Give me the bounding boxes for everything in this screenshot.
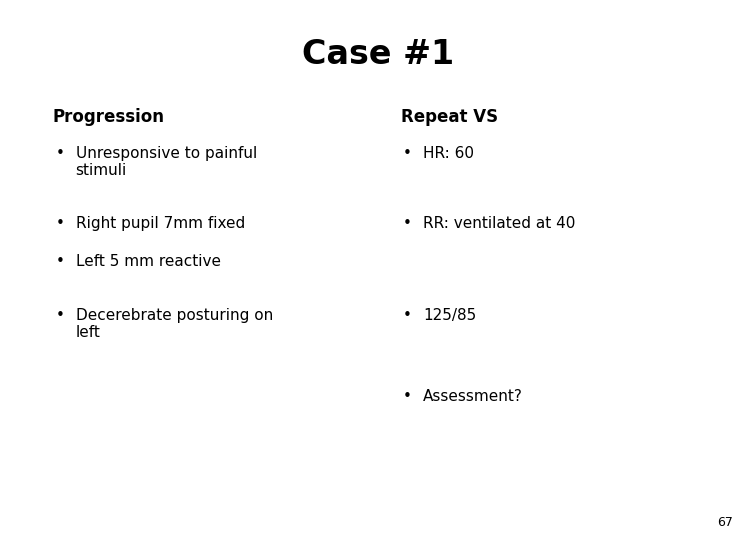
Text: •: •: [55, 254, 64, 269]
Text: Case #1: Case #1: [302, 38, 454, 71]
Text: •: •: [55, 146, 64, 161]
Text: Repeat VS: Repeat VS: [401, 108, 497, 126]
Text: •: •: [403, 308, 412, 323]
Text: Progression: Progression: [53, 108, 165, 126]
Text: •: •: [55, 308, 64, 323]
Text: 125/85: 125/85: [423, 308, 476, 323]
Text: RR: ventilated at 40: RR: ventilated at 40: [423, 216, 576, 231]
Text: Right pupil 7mm fixed: Right pupil 7mm fixed: [76, 216, 245, 231]
Text: Left 5 mm reactive: Left 5 mm reactive: [76, 254, 221, 269]
Text: Decerebrate posturing on
left: Decerebrate posturing on left: [76, 308, 273, 340]
Text: •: •: [403, 389, 412, 404]
Text: 67: 67: [717, 516, 733, 529]
Text: •: •: [55, 216, 64, 231]
Text: Assessment?: Assessment?: [423, 389, 523, 404]
Text: HR: 60: HR: 60: [423, 146, 474, 161]
Text: Unresponsive to painful
stimuli: Unresponsive to painful stimuli: [76, 146, 257, 178]
Text: •: •: [403, 216, 412, 231]
Text: •: •: [403, 146, 412, 161]
